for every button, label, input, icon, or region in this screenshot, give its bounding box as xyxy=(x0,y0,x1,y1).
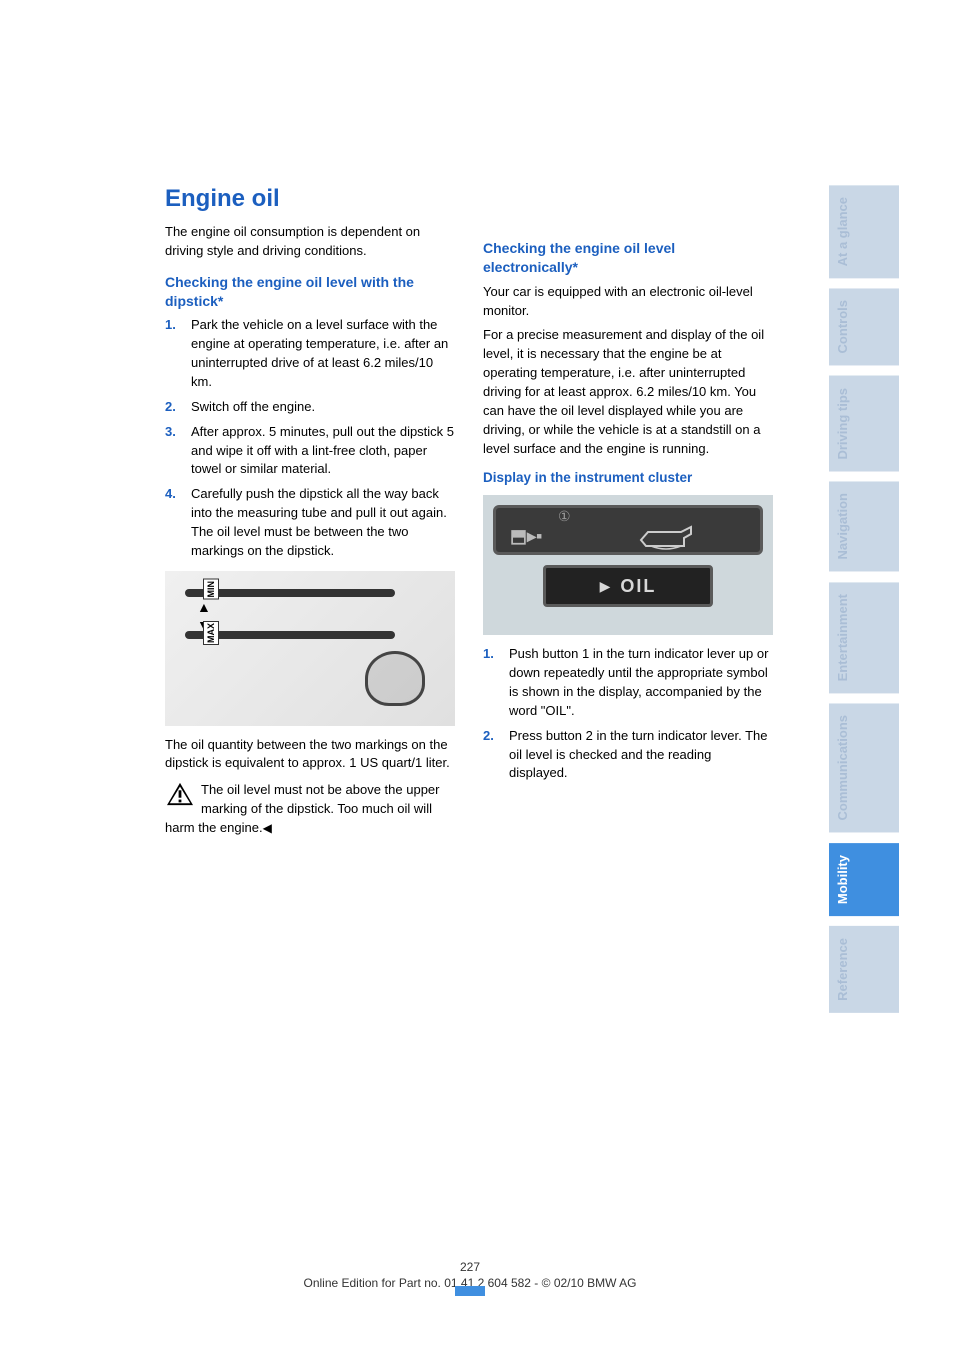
step-number: 3. xyxy=(165,423,176,442)
tab-reference[interactable]: Reference xyxy=(829,926,899,1013)
step-text: Push button 1 in the turn indicator leve… xyxy=(509,646,768,718)
after-figure-text: The oil quantity between the two marking… xyxy=(165,736,455,774)
gauge-icon: ⬒▸▪ xyxy=(510,526,542,547)
step-number: 2. xyxy=(483,727,494,746)
step-text: Carefully push the dipstick all the way … xyxy=(191,486,447,558)
list-item: 1. Park the vehicle on a level surface wi… xyxy=(165,316,455,391)
right-column: Checking the engine oil level electronic… xyxy=(483,185,773,838)
engine-graphic xyxy=(365,651,425,706)
cluster-bottom-panel: ▶ OIL xyxy=(543,565,713,607)
side-tabs: At a glance Controls Driving tips Naviga… xyxy=(829,185,899,1013)
electronic-p2: For a precise measurement and display of… xyxy=(483,326,773,458)
tab-communications[interactable]: Communications xyxy=(829,703,899,832)
heading-display-cluster: Display in the instrument cluster xyxy=(483,470,773,485)
electronic-p1: Your car is equipped with an electronic … xyxy=(483,283,773,321)
warning-block: The oil level must not be above the uppe… xyxy=(165,781,455,838)
heading-electronic: Checking the engine oil level electronic… xyxy=(483,239,773,277)
tab-mobility[interactable]: Mobility xyxy=(829,843,899,916)
dipstick-figure: MIN ▲ ▼ MAX xyxy=(165,571,455,726)
intro-text: The engine oil consumption is dependent … xyxy=(165,223,455,261)
tab-controls[interactable]: Controls xyxy=(829,288,899,365)
oil-display-text: OIL xyxy=(620,576,656,597)
warning-text: The oil level must not be above the uppe… xyxy=(165,781,455,838)
max-label: MAX xyxy=(203,621,219,645)
dipstick-steps: 1. Park the vehicle on a level surface wi… xyxy=(165,316,455,560)
cluster-top-panel: ⬒▸▪ ① xyxy=(493,505,763,555)
step-text: Switch off the engine. xyxy=(191,399,315,414)
min-label: MIN xyxy=(203,579,219,600)
step-number: 1. xyxy=(483,645,494,664)
page-footer: 227 Online Edition for Part no. 01 41 2 … xyxy=(165,1260,775,1290)
step-text: Park the vehicle on a level surface with… xyxy=(191,317,448,389)
tab-driving-tips[interactable]: Driving tips xyxy=(829,376,899,472)
tab-entertainment[interactable]: Entertainment xyxy=(829,582,899,693)
tab-navigation[interactable]: Navigation xyxy=(829,481,899,571)
arrow-up-icon: ▲ xyxy=(197,599,211,615)
content-area: Engine oil The engine oil consumption is… xyxy=(165,185,775,838)
tab-at-a-glance[interactable]: At a glance xyxy=(829,185,899,278)
left-column: Engine oil The engine oil consumption is… xyxy=(165,185,455,838)
step-text: Press button 2 in the turn indicator lev… xyxy=(509,728,767,781)
list-item: 4. Carefully push the dipstick all the wa… xyxy=(165,485,455,560)
list-item: 3. After approx. 5 minutes, pull out the … xyxy=(165,423,455,480)
footer-accent-bar xyxy=(455,1286,485,1296)
list-item: 2. Press button 2 in the turn indicator l… xyxy=(483,727,773,784)
end-marker-icon: ◀ xyxy=(263,821,272,835)
list-item: 2. Switch off the engine. xyxy=(165,398,455,417)
callout-1-icon: ① xyxy=(558,508,571,525)
list-item: 1. Push button 1 in the turn indicator le… xyxy=(483,645,773,720)
step-number: 4. xyxy=(165,485,176,504)
play-icon: ▶ xyxy=(600,578,611,595)
warning-icon xyxy=(165,781,195,807)
page-title: Engine oil xyxy=(165,185,455,213)
cluster-figure: ⬒▸▪ ① ▶ OIL xyxy=(483,495,773,635)
heading-dipstick: Checking the engine oil level with the d… xyxy=(165,273,455,311)
oil-can-icon xyxy=(636,522,696,550)
step-number: 1. xyxy=(165,316,176,335)
step-number: 2. xyxy=(165,398,176,417)
cluster-steps: 1. Push button 1 in the turn indicator le… xyxy=(483,645,773,783)
page-number: 227 xyxy=(165,1260,775,1274)
step-text: After approx. 5 minutes, pull out the di… xyxy=(191,424,454,477)
